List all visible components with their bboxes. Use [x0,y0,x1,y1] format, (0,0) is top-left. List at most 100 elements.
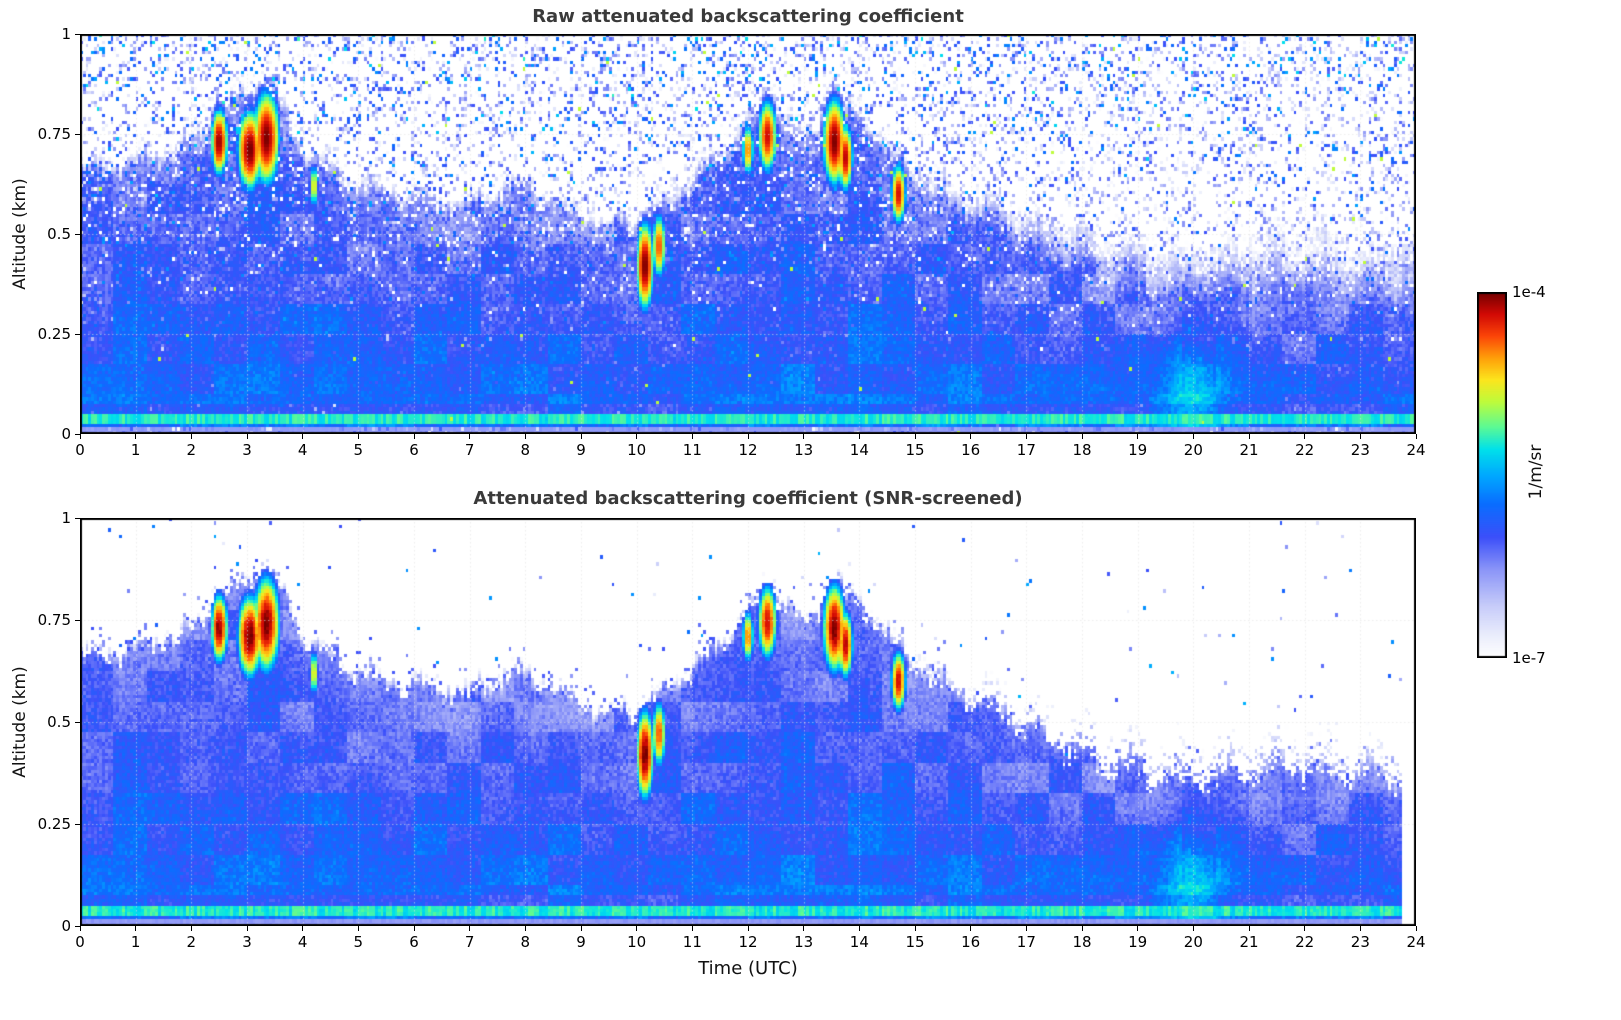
x-tick-label: 17 [1016,933,1036,951]
x-tick-label: 0 [75,933,85,951]
x-tick [914,434,916,439]
x-tick-label: 4 [297,441,308,459]
x-tick [1248,926,1250,931]
x-tick-label: 23 [1350,441,1370,459]
y-tick [75,333,80,335]
y-tick-label: 0.25 [37,325,71,343]
x-tick-label: 16 [961,933,981,951]
x-tick [580,926,582,931]
x-tick-label: 8 [520,441,531,459]
y-tick-label: 0.75 [37,125,71,143]
x-axis-label: Time (UTC) [698,958,798,979]
x-tick [970,926,972,931]
y-tick-label: 0 [61,917,71,935]
x-tick [357,434,359,439]
x-tick [357,926,359,931]
x-tick-label: 18 [1072,933,1092,951]
y-tick-label: 1 [61,509,71,527]
x-tick-label: 5 [353,933,364,951]
x-tick [914,926,916,931]
x-tick [747,434,749,439]
x-tick-label: 19 [1128,441,1148,459]
x-tick [1304,434,1306,439]
x-tick [246,926,248,931]
colorbar-min-label: 1e-7 [1512,649,1546,667]
x-tick-label: 11 [682,441,702,459]
x-tick-label: 5 [353,441,364,459]
x-tick [1137,434,1139,439]
y-tick-label: 0.5 [47,225,71,243]
x-tick-label: 21 [1239,933,1259,951]
y-tick [75,619,80,621]
x-tick-label: 12 [738,441,758,459]
x-tick [524,926,526,931]
x-tick [803,926,805,931]
x-tick [1415,926,1417,931]
colorbar-max-label: 1e-4 [1512,283,1546,301]
heatmap-raw [80,34,1416,434]
x-tick-label: 6 [409,441,419,459]
y-tick [75,233,80,235]
y-tick-label: 0.5 [47,713,71,731]
colorbar [1477,292,1507,658]
x-tick [524,434,526,439]
x-tick [691,434,693,439]
y-tick [75,133,80,135]
x-tick [1137,926,1139,931]
x-tick [469,434,471,439]
x-tick [1248,434,1250,439]
panel-raw-y-axis-label: Altitude (km) [10,178,30,290]
x-tick-label: 10 [627,441,647,459]
x-tick [413,926,415,931]
x-tick [302,926,304,931]
x-tick-label: 24 [1406,441,1426,459]
x-tick-label: 23 [1350,933,1370,951]
x-tick [858,926,860,931]
x-tick-label: 15 [905,933,925,951]
y-tick [75,517,80,519]
panel-raw-title: Raw attenuated backscattering coefficien… [532,6,964,27]
x-tick-label: 2 [186,441,197,459]
x-tick [1304,926,1306,931]
x-tick [135,434,137,439]
x-tick [636,926,638,931]
y-tick-label: 0 [61,425,71,443]
x-tick-label: 17 [1016,441,1036,459]
x-tick-label: 3 [242,933,252,951]
x-tick-label: 15 [905,441,925,459]
x-tick-label: 2 [186,933,197,951]
x-tick-label: 9 [576,933,586,951]
x-tick [636,434,638,439]
heatmap-screened [80,518,1416,926]
x-tick [1025,926,1027,931]
x-tick-label: 13 [794,441,814,459]
x-tick [580,434,582,439]
x-tick-label: 7 [464,441,475,459]
x-tick-label: 13 [794,933,814,951]
colorbar-unit-label: 1/m/sr [1526,444,1546,500]
x-tick-label: 22 [1295,933,1315,951]
x-tick [1081,434,1083,439]
x-tick [970,434,972,439]
x-tick [413,434,415,439]
y-tick [75,823,80,825]
x-tick-label: 14 [849,933,869,951]
x-tick-label: 1 [130,933,141,951]
x-tick-label: 3 [242,441,252,459]
y-tick [75,721,80,723]
x-tick-label: 11 [682,933,702,951]
x-tick-label: 20 [1183,933,1203,951]
x-tick [469,926,471,931]
x-tick-label: 12 [738,933,758,951]
x-tick [79,926,81,931]
x-tick-label: 1 [130,441,141,459]
x-tick [135,926,137,931]
x-tick-label: 18 [1072,441,1092,459]
y-tick [75,33,80,35]
y-tick [75,925,80,927]
x-tick-label: 21 [1239,441,1259,459]
x-tick [1081,926,1083,931]
y-tick-label: 0.75 [37,611,71,629]
panel-screened-title: Attenuated backscattering coefficient (S… [473,488,1023,509]
